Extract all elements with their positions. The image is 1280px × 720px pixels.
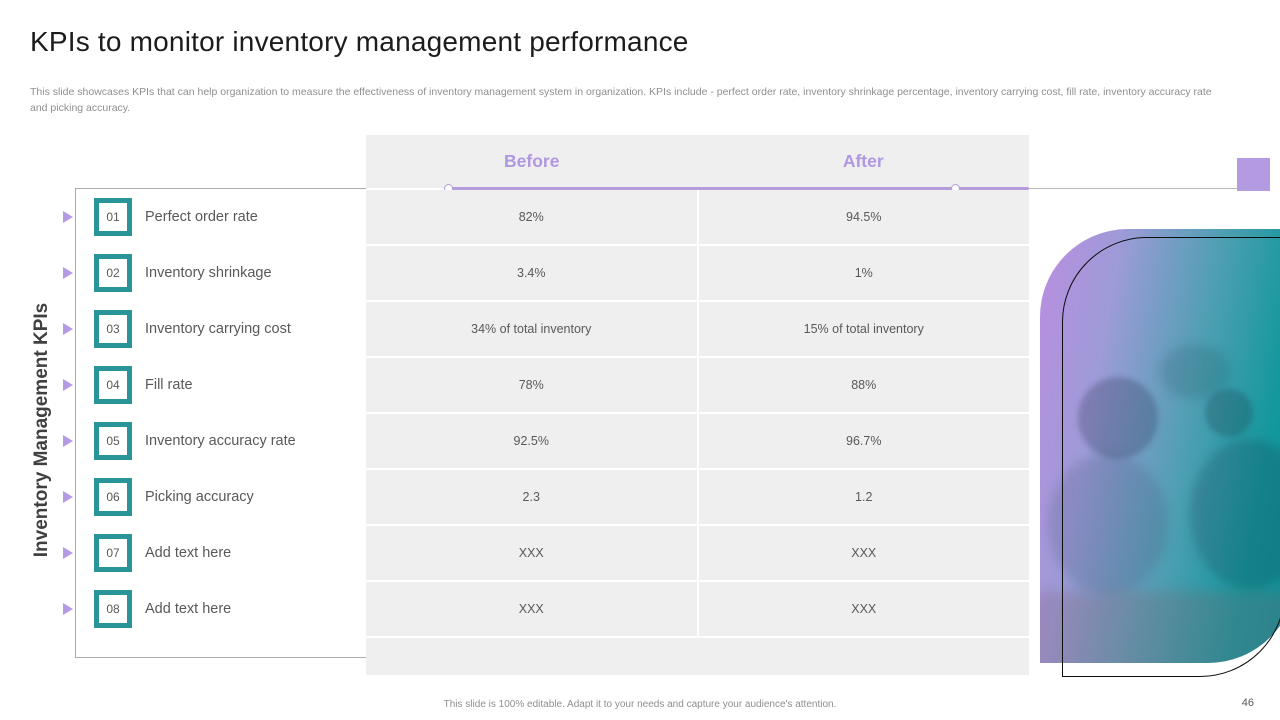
photo-background-person <box>1160 344 1230 399</box>
kpi-number: 02 <box>106 266 120 280</box>
table-row: 34% of total inventory 15% of total inve… <box>366 302 1029 356</box>
kpi-number-box: 02 <box>94 254 132 292</box>
column-header-before: Before <box>504 151 560 171</box>
kpi-number-box: 04 <box>94 366 132 404</box>
kpi-list: 01 Perfect order rate 02 Inventory shrin… <box>60 190 366 638</box>
table-row: 92.5% 96.7% <box>366 414 1029 468</box>
kpi-label: Inventory carrying cost <box>145 321 291 337</box>
kpi-label: Add text here <box>145 601 232 617</box>
kpi-list-item: 06 Picking accuracy <box>60 470 366 524</box>
vertical-axis-title: Inventory Management KPIs <box>31 302 52 558</box>
cell-before: XXX <box>366 526 697 580</box>
page-title: KPIs to monitor inventory management per… <box>30 26 689 57</box>
cell-before: 3.4% <box>366 246 697 300</box>
table-row: 82% 94.5% <box>366 190 1029 244</box>
cell-before: 34% of total inventory <box>366 302 697 356</box>
footer-note: This slide is 100% editable. Adapt it to… <box>443 699 837 710</box>
kpi-list-bracket <box>75 188 366 658</box>
page-number: 46 <box>1241 697 1254 709</box>
kpi-label: Fill rate <box>145 377 193 393</box>
cell-after: XXX <box>698 582 1029 636</box>
cell-after: 1.2 <box>698 470 1029 524</box>
cell-after: 1% <box>698 246 1029 300</box>
column-header-after: After <box>842 151 884 171</box>
kpi-number: 04 <box>106 378 120 392</box>
arrow-right-icon <box>63 435 73 447</box>
kpi-number-box: 01 <box>94 198 132 236</box>
table-footer-strip <box>366 638 1029 675</box>
cell-after: 96.7% <box>698 414 1029 468</box>
cell-after: 88% <box>698 358 1029 412</box>
photo-outline-frame <box>1062 237 1280 677</box>
kpi-number: 08 <box>106 602 120 616</box>
kpi-list-item: 02 Inventory shrinkage <box>60 246 366 300</box>
arrow-right-icon <box>63 491 73 503</box>
photo-man-head <box>1205 389 1253 437</box>
table-row: 78% 88% <box>366 358 1029 412</box>
cell-before: XXX <box>366 582 697 636</box>
cell-before: 78% <box>366 358 697 412</box>
kpi-number-box: 05 <box>94 422 132 460</box>
cell-before: 82% <box>366 190 697 244</box>
arrow-right-icon <box>63 547 73 559</box>
kpi-number: 05 <box>106 434 120 448</box>
cell-before: 2.3 <box>366 470 697 524</box>
kpi-label: Inventory accuracy rate <box>145 433 296 449</box>
table-row: 2.3 1.2 <box>366 470 1029 524</box>
kpi-label: Picking accuracy <box>145 489 254 505</box>
table-body: 82% 94.5% 3.4% 1% 34% of total inventory… <box>366 190 1029 638</box>
photo-man-body <box>1190 439 1280 589</box>
kpi-label: Perfect order rate <box>145 209 258 225</box>
kpi-list-item: 08 Add text here <box>60 582 366 636</box>
cell-after: 94.5% <box>698 190 1029 244</box>
arrow-right-icon <box>63 211 73 223</box>
kpi-label: Add text here <box>145 545 232 561</box>
kpi-list-item: 03 Inventory carrying cost <box>60 302 366 356</box>
kpi-number: 01 <box>106 210 120 224</box>
table-row: 3.4% 1% <box>366 246 1029 300</box>
photo-woman-head <box>1078 377 1158 459</box>
before-after-table: Before After 82% 94.5% 3.4% 1% 34% of to… <box>366 135 1029 675</box>
kpi-number-box: 08 <box>94 590 132 628</box>
cell-after: 15% of total inventory <box>698 302 1029 356</box>
arrow-right-icon <box>63 603 73 615</box>
kpi-number-box: 06 <box>94 478 132 516</box>
cell-after: XXX <box>698 526 1029 580</box>
accent-square <box>1237 158 1270 191</box>
photo-woman-body <box>1048 454 1168 594</box>
kpi-list-item: 07 Add text here <box>60 526 366 580</box>
kpi-number: 03 <box>106 322 120 336</box>
table-row: XXX XXX <box>366 526 1029 580</box>
page-description: This slide showcases KPIs that can help … <box>30 86 1212 115</box>
kpi-label: Inventory shrinkage <box>145 265 272 281</box>
kpi-list-item: 01 Perfect order rate <box>60 190 366 244</box>
kpi-number: 07 <box>106 546 120 560</box>
kpi-number: 06 <box>106 490 120 504</box>
arrow-right-icon <box>63 323 73 335</box>
kpi-number-box: 03 <box>94 310 132 348</box>
arrow-right-icon <box>63 267 73 279</box>
cell-before: 92.5% <box>366 414 697 468</box>
table-header-row: Before After <box>366 135 1029 188</box>
kpi-number-box: 07 <box>94 534 132 572</box>
table-row: XXX XXX <box>366 582 1029 636</box>
arrow-right-icon <box>63 379 73 391</box>
kpi-list-item: 04 Fill rate <box>60 358 366 412</box>
kpi-list-item: 05 Inventory accuracy rate <box>60 414 366 468</box>
